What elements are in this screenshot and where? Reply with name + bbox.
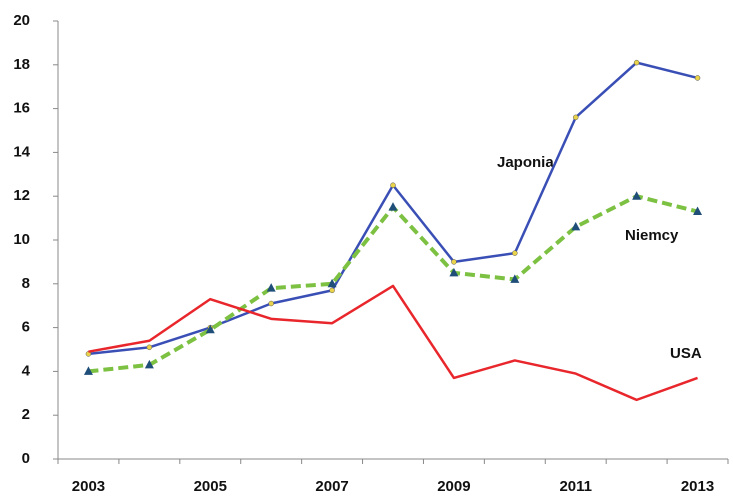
- point: [268, 300, 274, 307]
- x-tick-label: 2013: [681, 478, 714, 495]
- series-line: [88, 284, 698, 402]
- point: [632, 191, 642, 200]
- point: [388, 202, 398, 211]
- point: [266, 283, 276, 292]
- y-tick-label: 12: [13, 187, 30, 204]
- y-tick-label: 14: [13, 143, 30, 160]
- series-label: USA: [670, 345, 702, 362]
- point: [449, 267, 459, 277]
- series-line: [88, 194, 699, 374]
- point: [83, 366, 93, 375]
- y-tick-label: 8: [22, 275, 30, 292]
- series-label: Niemcy: [625, 227, 679, 244]
- y-tick-label: 0: [22, 450, 30, 467]
- y-tick-label: 16: [13, 100, 30, 117]
- y-tick-label: 2: [22, 406, 30, 423]
- y-tick-label: 4: [22, 362, 31, 379]
- point: [572, 114, 579, 121]
- x-tick-label: 2007: [315, 478, 348, 495]
- series-label: Japonia: [497, 154, 554, 171]
- x-tick-label: 2005: [194, 478, 227, 495]
- x-tick-label: 2011: [559, 478, 592, 495]
- point: [571, 221, 581, 231]
- point: [144, 359, 154, 369]
- point: [329, 287, 335, 294]
- point: [633, 59, 640, 66]
- y-tick-label: 18: [13, 56, 30, 73]
- point: [205, 324, 215, 334]
- point: [694, 75, 701, 81]
- x-tick-label: 2009: [437, 478, 470, 495]
- y-tick-label: 6: [22, 319, 30, 336]
- point: [693, 206, 703, 216]
- y-tick-label: 10: [13, 231, 30, 248]
- y-tick-label: 20: [13, 12, 30, 29]
- point: [451, 259, 457, 265]
- point: [512, 250, 518, 256]
- point: [390, 182, 396, 188]
- point: [327, 278, 337, 288]
- x-tick-label: 2003: [72, 478, 105, 495]
- point: [146, 344, 153, 351]
- point: [510, 274, 520, 283]
